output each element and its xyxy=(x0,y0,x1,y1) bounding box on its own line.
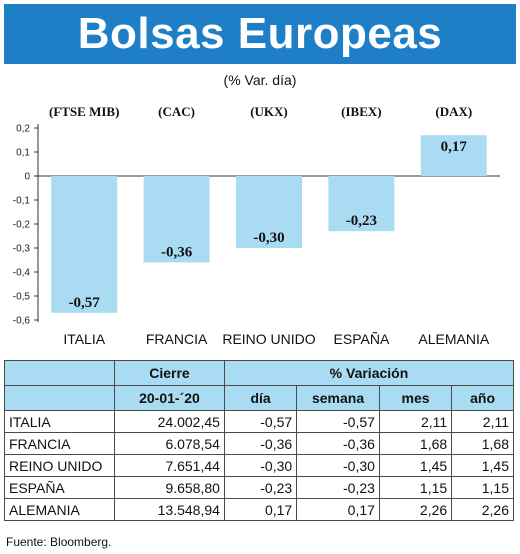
bar-value-label: -0,57 xyxy=(69,295,101,311)
row-dia: -0,23 xyxy=(223,476,298,499)
y-tick-label: -0,4 xyxy=(13,268,31,279)
row-cierre: 13.548,94 xyxy=(113,498,225,521)
index-label: (FTSE MIB) xyxy=(49,104,119,119)
row-mes: 2,26 xyxy=(378,498,453,521)
row-name: REINO UNIDO xyxy=(4,454,115,477)
row-semana: -0,23 xyxy=(296,476,380,499)
row-name: FRANCIA xyxy=(4,432,115,455)
table-row: REINO UNIDO 7.651,44 -0,30 -0,30 1,45 1,… xyxy=(4,454,514,477)
y-tick-label: -0,2 xyxy=(13,220,31,231)
row-name: ESPAÑA xyxy=(4,476,115,499)
y-tick-label: -0,6 xyxy=(13,316,31,327)
index-label: (DAX) xyxy=(435,104,472,119)
row-semana: 0,17 xyxy=(296,498,380,521)
table-header-blank-2 xyxy=(4,385,115,411)
category-label: ITALIA xyxy=(63,331,105,347)
table-row: FRANCIA 6.078,54 -0,36 -0,36 1,68 1,68 xyxy=(4,432,514,455)
row-dia: -0,57 xyxy=(223,410,298,433)
row-ano: 2,11 xyxy=(451,410,514,433)
row-cierre: 24.002,45 xyxy=(113,410,225,433)
bar-value-label: 0,17 xyxy=(441,139,468,155)
row-ano: 1,45 xyxy=(451,454,514,477)
y-tick-label: 0 xyxy=(24,172,30,183)
y-tick-label: -0,5 xyxy=(13,292,31,303)
table-row: ITALIA 24.002,45 -0,57 -0,57 2,11 2,11 xyxy=(4,410,514,433)
row-dia: -0,30 xyxy=(223,454,298,477)
table-header-variacion: % Variación xyxy=(223,360,515,386)
table-header-dia: día xyxy=(223,385,298,411)
row-name: ALEMANIA xyxy=(4,498,115,521)
row-cierre: 7.651,44 xyxy=(113,454,225,477)
page-title: Bolsas Europeas xyxy=(77,9,443,58)
row-semana: -0,30 xyxy=(296,454,380,477)
table-header-ano: año xyxy=(451,385,514,411)
bar-value-label: -0,30 xyxy=(253,230,284,246)
row-mes: 2,11 xyxy=(378,410,453,433)
chart-subtitle: (% Var. día) xyxy=(223,72,297,88)
bar xyxy=(236,176,302,248)
index-label: (UKX) xyxy=(250,104,288,119)
category-label: ESPAÑA xyxy=(334,331,390,347)
row-mes: 1,68 xyxy=(378,432,453,455)
table-header-date: 20-01-´20 xyxy=(113,385,225,411)
row-cierre: 9.658,80 xyxy=(113,476,225,499)
row-mes: 1,45 xyxy=(378,454,453,477)
table-header-cierre: Cierre xyxy=(113,360,225,386)
index-label: (IBEX) xyxy=(341,104,381,119)
bar-value-label: -0,23 xyxy=(346,213,377,229)
category-label: REINO UNIDO xyxy=(222,331,315,347)
bar xyxy=(51,176,118,313)
row-semana: -0,36 xyxy=(296,432,380,455)
bar-value-label: -0,36 xyxy=(161,244,193,260)
index-label: (CAC) xyxy=(158,104,195,119)
category-label: ALEMANIA xyxy=(418,331,489,347)
table-row: ESPAÑA 9.658,80 -0,23 -0,23 1,15 1,15 xyxy=(4,476,514,499)
table-header-blank xyxy=(4,360,115,386)
title-banner: Bolsas Europeas xyxy=(4,4,516,64)
source-note: Fuente: Bloomberg. xyxy=(6,535,112,549)
row-ano: 2,26 xyxy=(451,498,514,521)
category-label: FRANCIA xyxy=(146,331,208,347)
row-dia: 0,17 xyxy=(223,498,298,521)
y-tick-label: -0,1 xyxy=(13,196,31,207)
markets-table: Cierre % Variación 20-01-´20 día semana … xyxy=(4,360,515,521)
table-header-row-1: Cierre % Variación xyxy=(4,360,515,386)
bar xyxy=(420,135,487,176)
row-mes: 1,15 xyxy=(378,476,453,499)
row-ano: 1,15 xyxy=(451,476,514,499)
bar-chart: 0,2 0,1 0 -0,1 -0,2 -0,3 -0,4 -0,5 -0,6 -0,57 (FTS… xyxy=(13,104,500,347)
y-tick-label: 0,1 xyxy=(16,148,30,159)
row-name: ITALIA xyxy=(4,410,115,433)
table-header-mes: mes xyxy=(378,385,453,411)
bar xyxy=(328,176,395,232)
table-header-semana: semana xyxy=(296,385,380,411)
table-header-row-2: 20-01-´20 día semana mes año xyxy=(4,385,514,411)
table-row: ALEMANIA 13.548,94 0,17 0,17 2,26 2,26 xyxy=(4,498,514,521)
bar xyxy=(143,176,210,263)
y-tick-label: 0,2 xyxy=(16,124,30,135)
row-cierre: 6.078,54 xyxy=(113,432,225,455)
row-ano: 1,68 xyxy=(451,432,514,455)
y-tick-label: -0,3 xyxy=(13,244,31,255)
row-semana: -0,57 xyxy=(296,410,380,433)
row-dia: -0,36 xyxy=(223,432,298,455)
